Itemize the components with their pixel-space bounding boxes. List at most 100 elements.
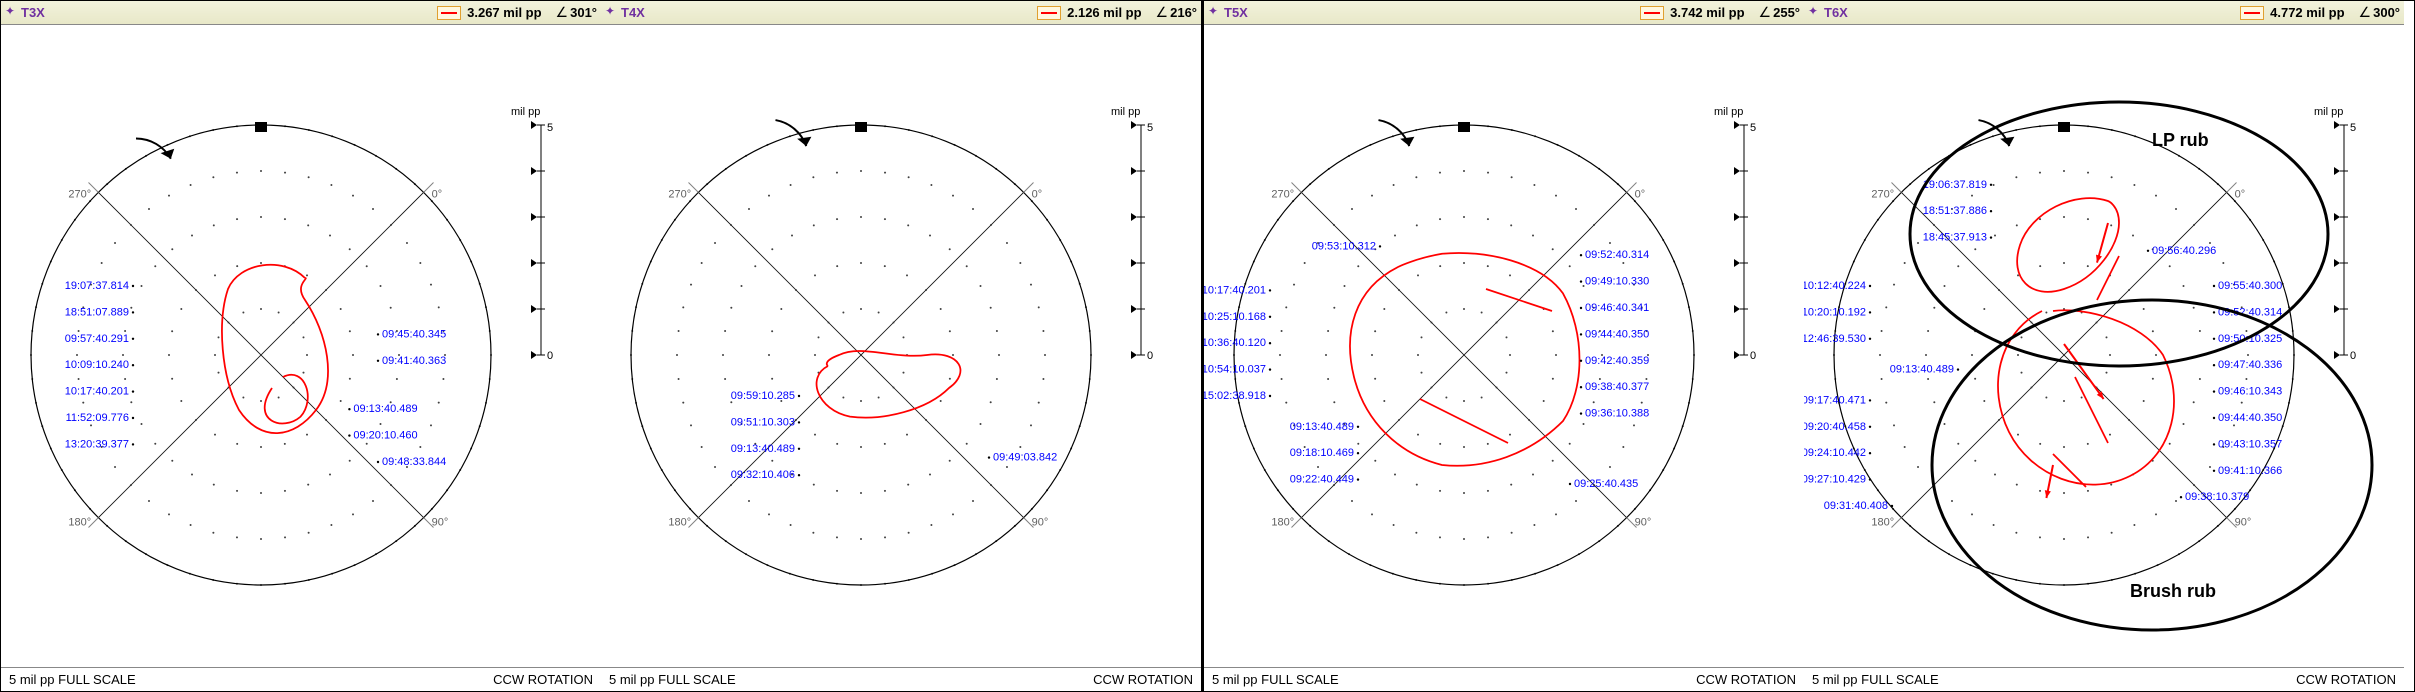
svg-text:180°: 180° [1271,517,1294,529]
svg-text:180°: 180° [68,517,91,529]
panel-footer: 5 mil pp FULL SCALECCW ROTATION [1,667,601,691]
timestamp-label: 10:36:40.120 [1204,337,1266,349]
probe-icon [605,6,619,20]
timestamp-label: 09:46:40.341 [1585,302,1649,314]
phase-value: 300° [2373,5,2400,20]
svg-text:0°: 0° [432,188,443,200]
rotation-label: CCW ROTATION [2296,672,2396,687]
angle-icon: ∠ [1759,4,1772,21]
panel-footer: 5 mil pp FULL SCALE CCW ROTATION [1804,667,2404,691]
phase-value: 255° [1773,5,1800,20]
polar-plot-area: 0°90°180°270°mil pp5019:07:37.81418:51:0… [1,25,601,665]
probe-label: T4X [621,5,645,20]
polar-plots-container: T3X3.267 mil pp∠301° 0° 90° 180° 270° mil pp 5… [0,0,2415,692]
timestamp-label: 09:18:10.469 [1290,447,1354,459]
scale-label: 5 mil pp FULL SCALE [1812,672,1939,687]
panel-header: T3X3.267 mil pp∠301° [1,1,601,25]
timestamp-label: 09:48:33.844 [382,456,446,468]
timestamp-label: 09:22:40.449 [1290,474,1354,486]
legend-swatch [1037,6,1061,20]
svg-text:270°: 270° [1871,188,1894,200]
panel-header: T6X4.772 mil pp∠300° [1804,1,2404,25]
rotation-label: CCW ROTATION [493,672,593,687]
timestamp-label: 09:20:10.460 [353,430,417,442]
timestamp-label: 19:07:37.814 [65,280,129,292]
timestamp-label: 09:38:40.377 [1585,381,1649,393]
timestamp-label: 09:59:10.285 [731,390,795,402]
timestamp-label: 09:31:40.408 [1824,500,1888,512]
timestamp-label: 18:51:37.886 [1923,205,1987,217]
timestamp-label: 13:20:39.377 [65,438,129,450]
svg-text:5: 5 [547,122,553,134]
timestamp-label: 09:20:40.458 [1804,421,1866,433]
timestamp-label: 09:43:10.357 [2218,438,2282,450]
polar-plot-area: 0°90°180°270°mil pp5009:59:10.28509:51:1… [601,25,1201,665]
svg-text:5: 5 [1147,122,1153,134]
angle-icon: ∠ [2359,4,2372,21]
timestamp-label: 09:49:03.842 [993,452,1057,464]
svg-text:0°: 0° [1032,188,1043,200]
svg-text:0: 0 [547,350,553,362]
timestamp-label: 09:27:10.429 [1804,474,1866,486]
scale-label: 5 mil pp FULL SCALE [1212,672,1339,687]
panel-footer: 5 mil pp FULL SCALECCW ROTATION [601,667,1201,691]
timestamp-label: 09:13:40.489 [353,403,417,415]
timestamp-label: 09:41:40.363 [382,355,446,367]
svg-text:0: 0 [1750,350,1756,362]
svg-text:mil pp: mil pp [511,106,540,118]
timestamp-label: 09:13:40.489 [1890,364,1954,376]
timestamp-label: 09:13:40.489 [731,443,795,455]
phase-value: 301° [570,5,597,20]
timestamp-label: 09:25:40.435 [1574,478,1638,490]
angle-icon: ∠ [1156,4,1169,21]
svg-text:90°: 90° [1635,517,1652,529]
timestamp-label: 09:55:40.300 [2218,280,2282,292]
timestamp-label: 09:41:10.366 [2218,465,2282,477]
panel-group-right: T5X3.742 mil pp∠255°0°90°180°270°mil pp5… [1204,1,2404,691]
svg-text:5: 5 [1750,122,1756,134]
rotation-label: CCW ROTATION [1696,672,1796,687]
timestamp-label: 09:32:10.406 [731,469,795,481]
timestamp-label: 11:52:09.776 [66,412,129,424]
timestamp-label: 09:36:10.388 [1585,408,1649,420]
svg-text:0°: 0° [2235,188,2246,200]
timestamp-label: 09:50:10.325 [2218,333,2282,345]
timestamp-label: 09:42:40.359 [1585,355,1649,367]
scale-label: 5 mil pp FULL SCALE [609,672,736,687]
timestamp-label: 12:46:39.530 [1804,333,1866,345]
probe-label: T3X [21,5,45,20]
panel-group-left: T3X3.267 mil pp∠301° 0° 90° 180° 270° mil pp 5… [1,1,1204,691]
probe-icon [1808,6,1822,20]
timestamp-label: 09:13:40.489 [1290,421,1354,433]
svg-text:0°: 0° [1635,188,1646,200]
timestamp-label: 09:49:10.330 [1585,276,1649,288]
legend-swatch [1640,6,1664,20]
probe-icon [5,6,19,20]
polar-plot-area: 0°90°180°270°mil pp5009:53:10.31210:17:4… [1204,25,1804,665]
timestamp-label: 09:57:40.291 [65,333,129,345]
panel-header: T5X3.742 mil pp∠255° [1204,1,1804,25]
svg-text:180°: 180° [668,517,691,529]
timestamp-label: 09:56:40.296 [2152,245,2216,257]
timestamp-label: 10:17:40.201 [65,386,129,398]
timestamp-label: 10:12:40.224 [1804,280,1866,292]
probe-label: T6X [1824,5,1848,20]
svg-text:0: 0 [1147,350,1153,362]
svg-text:90°: 90° [2235,517,2252,529]
panel-header: T4X 2.126 mil pp ∠216° [601,1,1201,25]
timestamp-label: 09:53:10.312 [1312,240,1376,252]
timestamp-label: 09:47:40.336 [2218,359,2282,371]
timestamp-label: 09:44:40.350 [1585,328,1649,340]
amplitude-value: 3.742 mil pp [1670,5,1744,20]
svg-text:mil pp: mil pp [1714,106,1743,118]
legend-swatch [437,6,461,20]
svg-text:90°: 90° [1032,517,1049,529]
timestamp-label: 09:44:40.350 [2218,412,2282,424]
svg-text:270°: 270° [668,188,691,200]
timestamp-label: 18:51:07.889 [65,306,129,318]
timestamp-label: 18:45:37.913 [1923,232,1987,244]
timestamp-label: 09:52:40.314 [1585,249,1649,261]
annotation-label: Brush rub [2130,581,2216,601]
amplitude-value: 2.126 mil pp [1067,5,1141,20]
phase-value: 216° [1170,5,1197,20]
